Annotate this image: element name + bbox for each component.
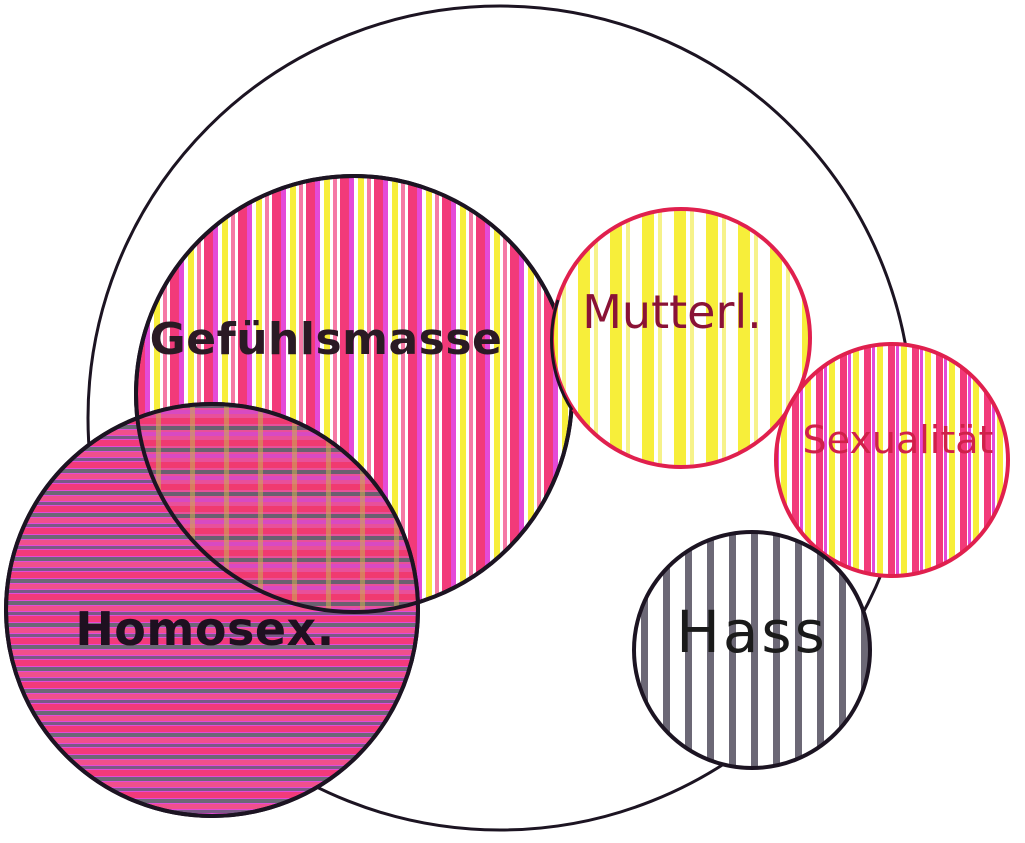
gefuehlsmasse-label: Gefühlsmasse (150, 314, 503, 365)
sexualitaet-circle (774, 342, 1010, 578)
homosex-outline (4, 402, 420, 818)
mutterl-inner-arc (550, 299, 574, 411)
hass-circle (632, 530, 872, 770)
mutterl-label: Mutterl. (582, 285, 762, 339)
homosex-label: Homosex. (75, 602, 334, 656)
hass-label: Hass (676, 598, 828, 666)
sexualitaet-label: Sexualität (803, 418, 994, 462)
